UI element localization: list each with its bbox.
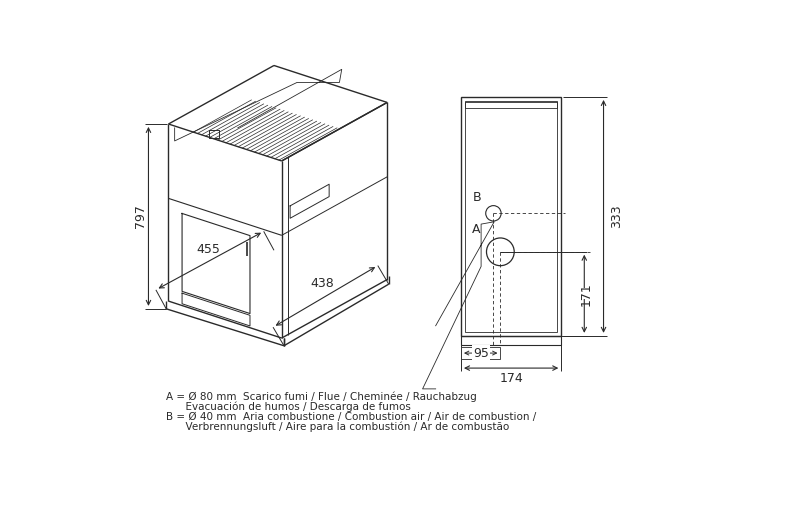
Text: 333: 333 [610, 204, 623, 228]
Text: B = Ø 40 mm  Aria combustione / Combustion air / Air de combustion /: B = Ø 40 mm Aria combustione / Combustio… [166, 412, 536, 422]
Text: Verbrennungsluft / Aire para la combustión / Ar de combustão: Verbrennungsluft / Aire para la combusti… [166, 422, 510, 433]
Text: A = Ø 80 mm  Scarico fumi / Flue / Cheminée / Rauchabzug: A = Ø 80 mm Scarico fumi / Flue / Chemin… [166, 392, 477, 402]
Text: 171: 171 [580, 282, 593, 306]
Bar [461, 347, 500, 359]
Bar [465, 102, 557, 108]
Bar [465, 101, 557, 332]
Text: B: B [472, 191, 481, 204]
Bar [578, 289, 595, 299]
Text: 438: 438 [310, 277, 334, 290]
Text: Evacuación de humos / Descarga de fumos: Evacuación de humos / Descarga de fumos [166, 402, 411, 412]
Text: 174: 174 [499, 372, 523, 385]
Text: 95: 95 [472, 346, 489, 359]
Text: 455: 455 [196, 243, 220, 256]
Bar [461, 97, 561, 336]
Bar [461, 336, 561, 345]
Text: A: A [472, 224, 480, 237]
Text: 797: 797 [134, 204, 147, 228]
